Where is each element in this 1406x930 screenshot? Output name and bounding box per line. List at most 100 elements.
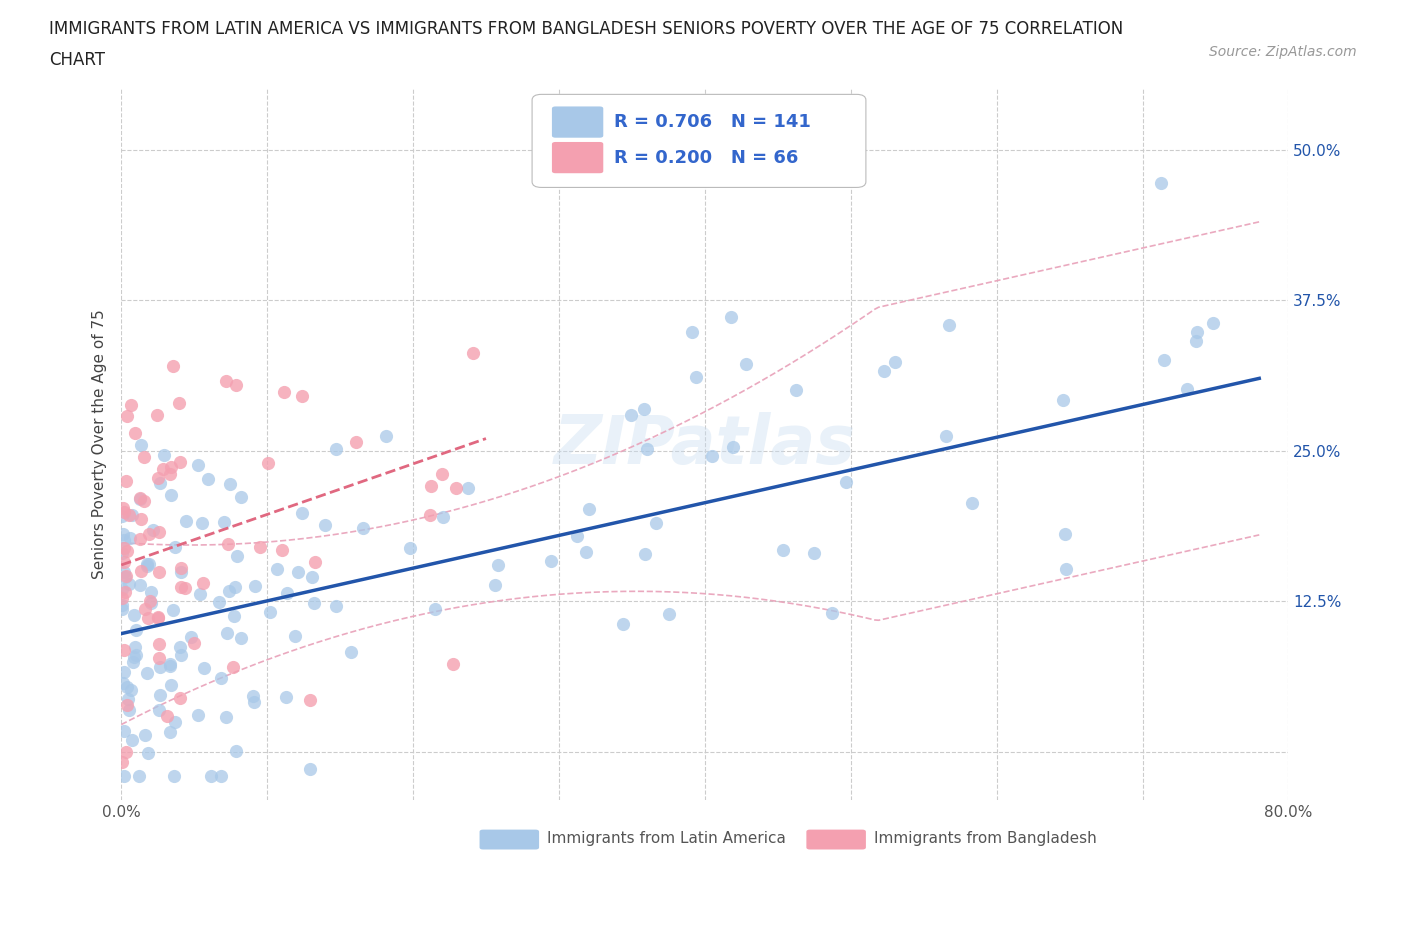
Point [298, 762, 321, 777]
Point [112, 676, 135, 691]
Point [162, 358, 184, 373]
Point [114, 555, 136, 570]
Point [160, 678, 183, 693]
Point [134, 728, 156, 743]
Point [174, 513, 197, 528]
Point [1185, 325, 1208, 339]
Point [128, 491, 150, 506]
Point [276, 586, 298, 601]
Point [169, 690, 191, 705]
Point [266, 562, 288, 577]
Point [125, 622, 148, 637]
Point [658, 606, 681, 621]
Point [441, 657, 464, 671]
Point [575, 544, 598, 559]
Point [420, 478, 443, 493]
FancyBboxPatch shape [553, 106, 603, 138]
Point [419, 507, 441, 522]
Point [112, 768, 135, 783]
Point [187, 708, 209, 723]
Point [145, 407, 167, 422]
FancyBboxPatch shape [531, 94, 866, 188]
Point [463, 345, 485, 360]
Point [352, 521, 374, 536]
Point [935, 429, 957, 444]
Point [634, 547, 657, 562]
Point [287, 565, 309, 579]
Point [112, 541, 135, 556]
Point [136, 611, 159, 626]
Point [112, 643, 135, 658]
Point [118, 530, 141, 545]
Point [159, 658, 181, 673]
Point [170, 648, 193, 663]
Point [142, 523, 165, 538]
Point [132, 494, 155, 509]
Point [114, 570, 136, 585]
Point [148, 565, 170, 579]
Point [117, 691, 139, 706]
Point [122, 655, 145, 670]
Point [325, 442, 347, 457]
Point [301, 569, 323, 584]
Text: Source: ZipAtlas.com: Source: ZipAtlas.com [1209, 45, 1357, 59]
Point [148, 702, 170, 717]
Point [273, 384, 295, 399]
Point [1185, 334, 1208, 349]
Point [146, 610, 169, 625]
Point [209, 671, 232, 685]
Point [1153, 353, 1175, 368]
Point [578, 502, 600, 517]
Point [169, 640, 191, 655]
Point [174, 580, 197, 595]
Point [170, 561, 193, 576]
Point [163, 768, 186, 783]
Point [291, 505, 314, 520]
Point [129, 492, 152, 507]
Point [138, 556, 160, 571]
Text: IMMIGRANTS FROM LATIN AMERICA VS IMMIGRANTS FROM BANGLADESH SENIORS POVERTY OVER: IMMIGRANTS FROM LATIN AMERICA VS IMMIGRA… [49, 20, 1123, 38]
Point [148, 525, 170, 539]
Point [226, 549, 249, 564]
FancyBboxPatch shape [479, 830, 538, 849]
Point [112, 533, 135, 548]
Point [938, 318, 960, 333]
Point [430, 467, 453, 482]
Point [115, 679, 138, 694]
Text: Immigrants from Latin America: Immigrants from Latin America [547, 831, 786, 846]
Point [785, 382, 807, 397]
Point [423, 602, 446, 617]
Point [153, 447, 176, 462]
Point [115, 568, 138, 583]
Point [159, 724, 181, 739]
Point [141, 584, 163, 599]
Point [540, 553, 562, 568]
Point [242, 689, 264, 704]
Point [163, 714, 186, 729]
Point [291, 388, 314, 403]
Point [219, 476, 242, 491]
Point [187, 457, 209, 472]
Point [314, 517, 336, 532]
Point [112, 665, 135, 680]
Point [685, 370, 707, 385]
Text: ZIPatlas: ZIPatlas [554, 412, 856, 478]
Point [274, 690, 297, 705]
Point [734, 356, 756, 371]
Point [270, 543, 292, 558]
Point [217, 626, 239, 641]
Point [160, 459, 183, 474]
Point [197, 472, 219, 486]
Point [1054, 561, 1077, 576]
Point [149, 660, 172, 675]
Point [457, 481, 479, 496]
Point [645, 515, 668, 530]
Point [873, 364, 896, 379]
Point [136, 556, 159, 571]
Point [114, 473, 136, 488]
Point [124, 640, 146, 655]
Point [217, 537, 239, 551]
Point [399, 540, 422, 555]
Point [486, 557, 509, 572]
Point [111, 591, 134, 605]
